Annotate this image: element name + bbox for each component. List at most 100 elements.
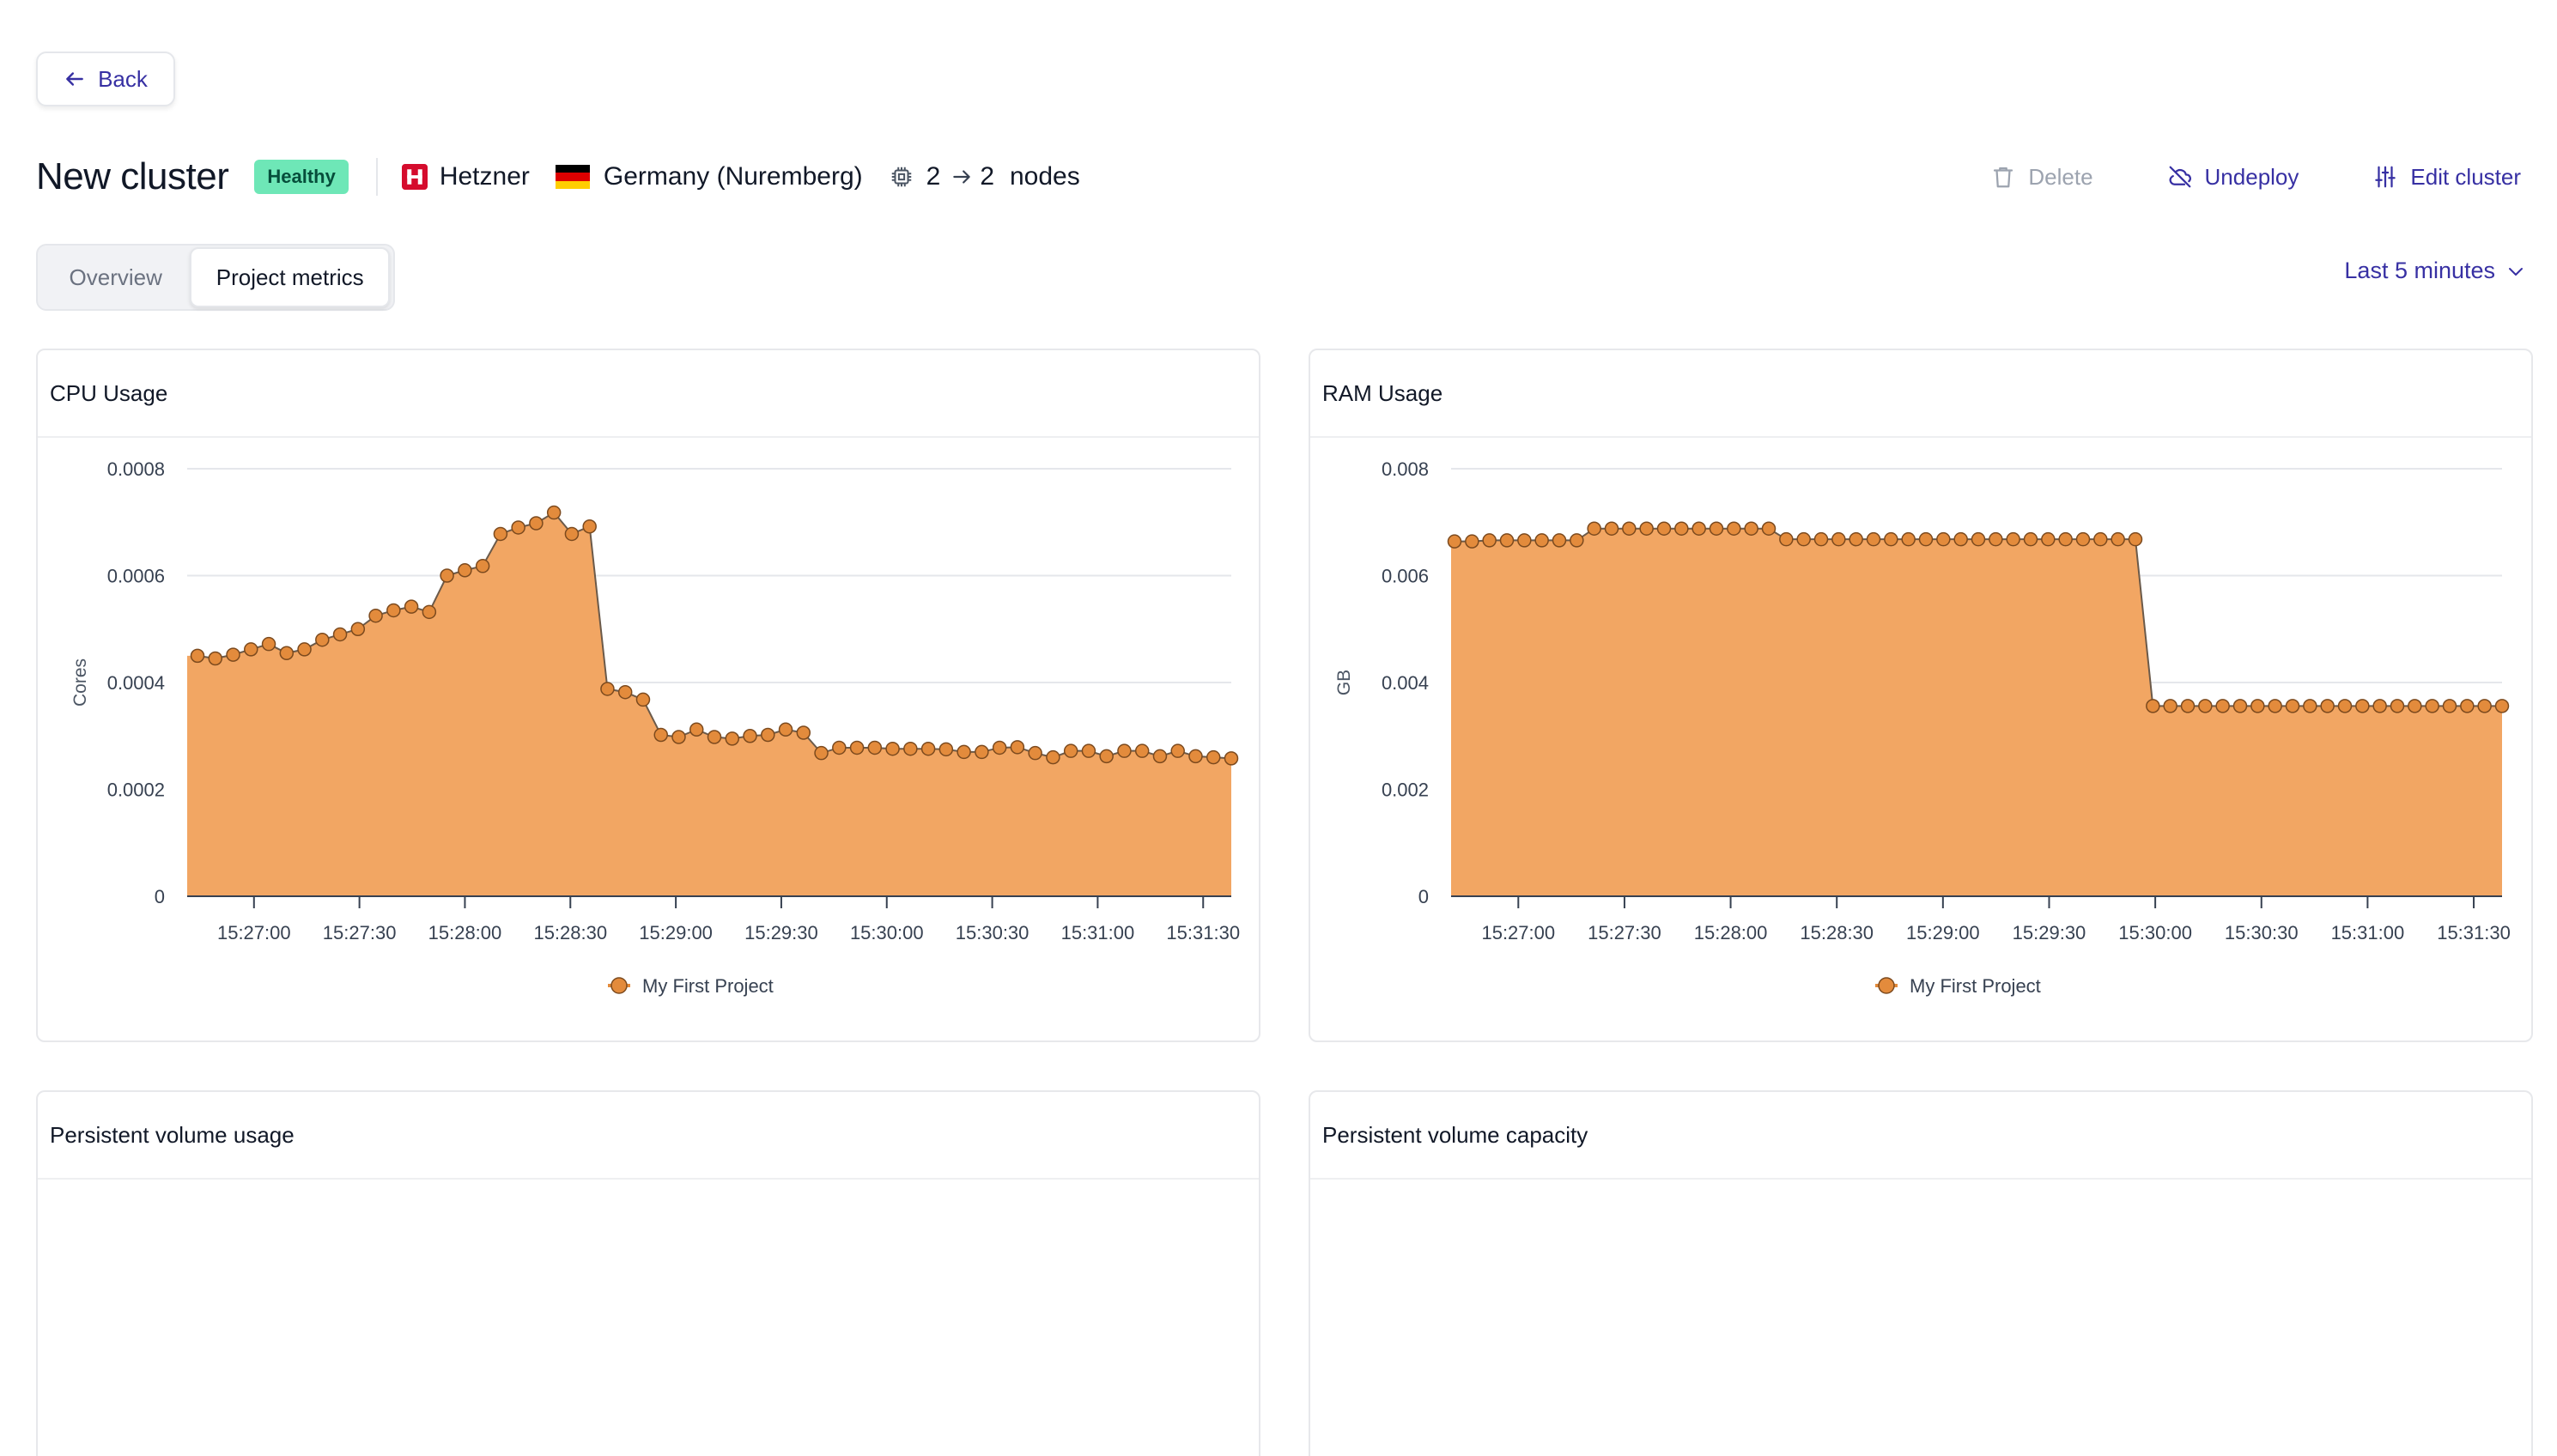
data-point — [2232, 699, 2248, 713]
y-tick-label: 0.002 — [1382, 780, 1429, 801]
data-point — [1953, 531, 1968, 547]
data-point — [2355, 699, 2370, 713]
data-point — [2285, 699, 2300, 713]
data-point — [279, 646, 295, 661]
cpu-usage-chart: 0 0.0002 0.0004 0.0006 0.0008 Cores 15:27:00 15… — [70, 458, 1240, 997]
data-point — [2250, 699, 2265, 713]
x-tick-label: 15:29:00 — [639, 922, 713, 943]
data-point — [2442, 699, 2457, 713]
data-point — [778, 722, 793, 737]
data-point — [458, 563, 472, 578]
x-tick-label: 15:31:00 — [1061, 922, 1135, 943]
ram-usage-title: RAM Usage — [1310, 350, 2531, 438]
data-point — [1849, 531, 1863, 547]
data-point — [1971, 531, 1986, 547]
data-point — [2111, 531, 2125, 547]
x-tick-label: 15:27:30 — [323, 922, 397, 943]
data-point — [2268, 699, 2282, 713]
data-point — [2163, 699, 2177, 713]
arrow-right-icon — [953, 170, 971, 184]
data-point — [475, 559, 490, 573]
data-point — [938, 742, 954, 757]
nodes-to: 2 — [980, 162, 994, 191]
ram-usage-chart: 0 0.002 0.004 0.006 0.008 GB 15:27:00 15:27:30 1… — [1334, 458, 2511, 997]
undeploy-button[interactable]: Undeploy — [2167, 164, 2299, 191]
data-point — [404, 599, 419, 614]
data-point — [1989, 531, 2003, 547]
data-point — [1028, 745, 1042, 761]
trash-icon — [1994, 167, 2013, 188]
cpu-usage-title: CPU Usage — [38, 350, 1259, 438]
data-point — [2198, 699, 2213, 713]
data-point — [2075, 531, 2091, 547]
y-tick-label: 0.0002 — [107, 780, 165, 801]
delete-button[interactable]: Delete — [1990, 164, 2093, 191]
data-point — [653, 727, 668, 743]
data-point — [1709, 521, 1724, 536]
data-point — [2215, 699, 2230, 713]
data-point — [2477, 699, 2492, 713]
data-point — [493, 526, 508, 542]
time-range-select[interactable]: Last 5 minutes — [2344, 258, 2526, 284]
data-point — [1206, 749, 1221, 765]
data-point — [1152, 749, 1168, 764]
hetzner-logo-icon — [401, 164, 428, 190]
legend-label: My First Project — [1910, 975, 2041, 997]
tab-bar: Overview Project metrics — [36, 244, 395, 311]
data-point — [814, 745, 829, 761]
data-point — [1134, 743, 1150, 758]
region-name: Germany (Nuremberg) — [603, 162, 863, 191]
x-tick-label: 15:27:00 — [217, 922, 291, 943]
data-point — [2494, 699, 2510, 713]
data-point — [190, 648, 205, 664]
tab-project-metrics[interactable]: Project metrics — [190, 247, 390, 307]
x-tick-label: 15:31:30 — [2437, 922, 2511, 943]
back-button[interactable]: Back — [36, 52, 175, 106]
data-point — [315, 632, 330, 647]
data-point — [1099, 749, 1114, 764]
data-point — [529, 516, 544, 531]
x-tick-label: 15:28:00 — [1694, 922, 1768, 943]
data-point — [635, 692, 651, 707]
data-point — [1081, 743, 1096, 758]
ram-usage-card: RAM Usage 0 0.002 0.004 0.006 0.008 GB 15:27:0… — [1309, 349, 2533, 1042]
data-point — [511, 520, 525, 535]
tab-overview[interactable]: Overview — [69, 264, 162, 290]
data-point — [725, 731, 740, 746]
x-tick-label: 15:30:30 — [2225, 922, 2299, 943]
data-point — [2460, 699, 2475, 713]
data-point — [422, 604, 437, 620]
edit-cluster-button[interactable]: Edit cluster — [2372, 164, 2521, 191]
data-point — [1884, 531, 1898, 547]
series-area — [187, 513, 1231, 896]
data-point — [2425, 699, 2439, 713]
page-header: New cluster Healthy Hetzner Germany (Nur… — [36, 149, 2521, 204]
data-point — [2146, 699, 2160, 713]
node-count: 2 2 nodes — [889, 162, 1080, 191]
edit-cluster-label: Edit cluster — [2410, 163, 2521, 190]
region: Germany (Nuremberg) — [555, 162, 863, 191]
x-tick-label: 15:29:30 — [744, 922, 818, 943]
y-axis-label: Cores — [70, 658, 90, 707]
y-tick-label: 0 — [155, 886, 165, 907]
data-point — [849, 740, 865, 755]
x-tick-label: 15:27:00 — [1481, 922, 1555, 943]
data-point — [1517, 533, 1532, 548]
data-point — [1447, 534, 1462, 549]
data-point — [1534, 533, 1549, 548]
data-point — [1866, 531, 1881, 547]
data-point — [1552, 533, 1567, 548]
time-range-value: Last 5 minutes — [2344, 258, 2495, 283]
data-point — [2408, 699, 2422, 713]
x-tick-label: 15:30:00 — [2118, 922, 2192, 943]
data-point — [1901, 531, 1916, 547]
data-point — [671, 730, 686, 744]
legend-swatch — [610, 977, 628, 994]
data-point — [2006, 531, 2020, 547]
y-tick-label: 0.0004 — [107, 672, 165, 694]
data-point — [297, 642, 312, 657]
y-axis-label: GB — [1334, 670, 1354, 695]
data-point — [1570, 533, 1584, 548]
x-tick-label: 15:28:30 — [1800, 922, 1874, 943]
data-point — [1761, 521, 1777, 536]
